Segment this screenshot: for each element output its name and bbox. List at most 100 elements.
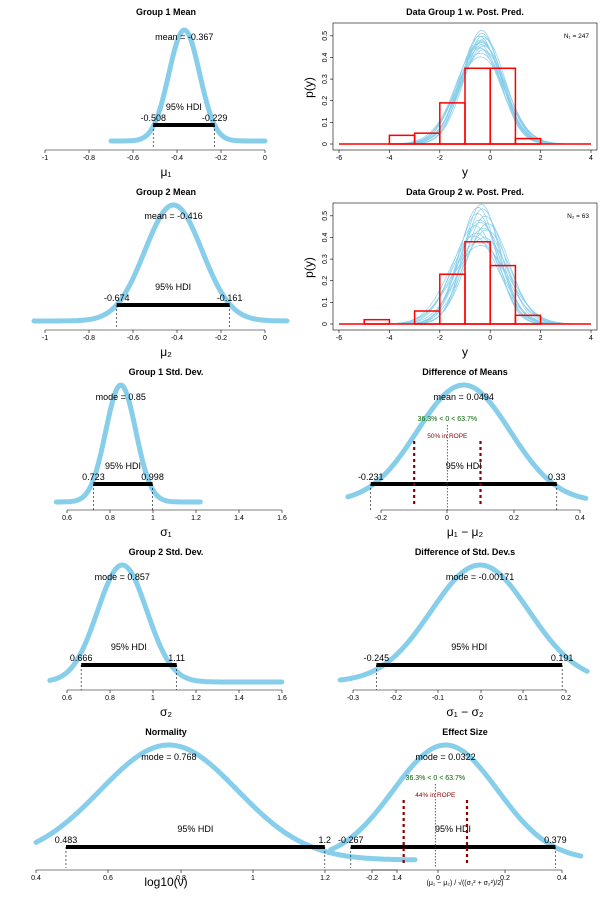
x-axis-label: σ₂: [160, 705, 172, 719]
panel-g2-mean: -1 -0.8 -0.6 -0.4 -0.2 0 Group 2 Mean μ₂ mean = …: [31, 187, 290, 359]
hdi-label: 95% HDI: [105, 461, 141, 471]
x-tick-label: 1.2: [191, 515, 201, 522]
central-tendency-label: mean = 0.0494: [434, 392, 494, 402]
x-axis-label: μ₁ − μ₂: [447, 525, 484, 539]
x-tick-label: -0.2: [375, 515, 387, 522]
x-axis-label: σ₁ − σ₂: [446, 705, 484, 719]
x-tick-label: 0: [263, 335, 267, 342]
hdi-low-label: 0.483: [55, 835, 78, 845]
x-tick-label: 1.6: [277, 515, 287, 522]
x-tick-label: 0: [445, 515, 449, 522]
x-axis-label: (μ₁ − μ₂) / √((σ₁² + σ₂²)/2): [427, 879, 504, 887]
plot-frame: [332, 22, 598, 151]
histogram-bar: [464, 67, 491, 145]
histogram-bar: [363, 318, 391, 325]
central-tendency-label: mean = -0.416: [144, 211, 202, 221]
hdi-low-label: 0.723: [82, 472, 105, 482]
y-tick-label: 0.3: [322, 74, 329, 84]
x-tick-label: 0: [479, 695, 483, 702]
x-tick-label: -6: [336, 335, 342, 342]
central-tendency-label: mean = -0.367: [155, 32, 213, 42]
x-tick-label: 1.6: [277, 695, 287, 702]
y-tick-label: 0.2: [322, 96, 329, 106]
x-tick-label: 0.8: [105, 515, 115, 522]
panel-diff-sd: -0.3 -0.2 -0.1 0 0.1 0.2 Difference of Std. De…: [337, 547, 590, 719]
hdi-label: 95% HDI: [166, 102, 202, 112]
panel-title: Effect Size: [442, 727, 488, 737]
x-tick-label: -0.2: [215, 335, 227, 342]
x-axis-label: μ₁: [161, 165, 172, 179]
central-tendency-label: mode = 0.0322: [415, 752, 475, 762]
panel-effect-size: -0.2 0 0.2 0.4 Effect Size (μ₁ − μ₂) / √((σ₁²…: [328, 727, 584, 887]
posterior-density-curve: [47, 562, 285, 685]
hdi-low-label: -0.231: [358, 472, 384, 482]
y-tick-label: 0.1: [322, 117, 329, 127]
x-tick-label: 0.2: [500, 875, 510, 882]
x-axis-label: σ₁: [160, 525, 171, 539]
x-tick-label: -4: [386, 335, 392, 342]
hdi-low-label: 0.666: [70, 653, 93, 663]
panel-title: Difference of Means: [422, 367, 508, 377]
x-tick-label: -2: [437, 155, 443, 162]
hdi-label: 95% HDI: [446, 461, 482, 471]
x-tick-label: 0.2: [561, 695, 571, 702]
panel-diff-means: -0.2 0 0.2 0.4 Difference of Means μ₁ − μ₂ mea…: [345, 367, 589, 539]
x-tick-label: -0.4: [171, 335, 183, 342]
hdi-label: 95% HDI: [111, 642, 147, 652]
panel-g1-pp: -6 -4 -2 0 2 4 0 0.1 0.2 0.3 0.4 0.5 Data Group 1 w.…: [302, 7, 598, 179]
x-tick-label: 0.4: [575, 515, 585, 522]
x-tick-label: 2: [539, 335, 543, 342]
hdi-low-label: -0.674: [104, 293, 130, 303]
x-tick-label: 0.6: [103, 875, 113, 882]
panel-g1-mean: -1 -0.8 -0.6 -0.4 -0.2 0 Group 1 Mean μ₁ mean = …: [42, 7, 268, 179]
x-tick-label: -0.8: [83, 155, 95, 162]
y-tick-label: 0.5: [322, 31, 329, 41]
x-tick-label: -0.2: [390, 695, 402, 702]
y-tick-label: 0.5: [322, 211, 329, 221]
y-axis-label: p(y): [302, 257, 316, 278]
histogram-bar: [514, 137, 542, 145]
hdi-high-label: -0.161: [217, 293, 243, 303]
x-tick-label: -2: [437, 335, 443, 342]
posterior-density-curve: [53, 382, 203, 505]
x-tick-label: -0.6: [127, 155, 139, 162]
x-tick-label: 2: [539, 155, 543, 162]
x-tick-label: 0: [263, 155, 267, 162]
central-tendency-label: mode = 0.85: [96, 392, 146, 402]
panel-g2-sd: 0.6 0.8 1 1.2 1.4 1.6 Group 2 Std. Dev. σ₂ mode …: [47, 547, 287, 719]
x-tick-label: 0.2: [509, 515, 519, 522]
x-tick-label: 1.2: [191, 695, 201, 702]
x-tick-label: 4: [589, 335, 593, 342]
x-tick-label: -0.4: [171, 155, 183, 162]
central-tendency-label: mode = 0.768: [141, 752, 196, 762]
x-tick-label: 0.4: [31, 875, 41, 882]
panel-title: Group 2 Std. Dev.: [129, 547, 204, 557]
hdi-label: 95% HDI: [435, 824, 471, 834]
posterior-density-curve: [345, 382, 589, 501]
x-tick-label: 1.2: [320, 875, 330, 882]
y-tick-label: 0.1: [322, 297, 329, 307]
panel-g2-pp: -6 -4 -2 0 2 4 0 0.1 0.2 0.3 0.4 0.5 Data Group 2 w.…: [302, 187, 598, 359]
sample-size-label: N₂ = 63: [567, 213, 589, 220]
posterior-density-curve: [33, 742, 418, 863]
panel-g1-sd: 0.6 0.8 1 1.2 1.4 1.6 Group 1 Std. Dev. σ₁ mode …: [53, 367, 287, 539]
x-tick-label: -0.6: [127, 335, 139, 342]
y-axis-label: p(y): [302, 77, 316, 98]
x-tick-label: 0.8: [105, 695, 115, 702]
sample-size-label: N₁ = 247: [564, 33, 590, 40]
hdi-high-label: 1.11: [168, 653, 185, 663]
hdi-high-label: 0.379: [544, 835, 567, 845]
x-tick-label: -0.8: [83, 335, 95, 342]
x-tick-label: 0.6: [62, 695, 72, 702]
x-tick-label: -0.1: [432, 695, 444, 702]
x-tick-label: 1.4: [392, 875, 402, 882]
hdi-label: 95% HDI: [451, 642, 487, 652]
hdi-low-label: -0.245: [364, 653, 390, 663]
y-tick-label: 0.4: [322, 52, 329, 62]
comparison-label: 36.3% < 0 < 63.7%: [418, 416, 478, 423]
x-tick-label: -1: [42, 155, 48, 162]
histogram-bar: [489, 264, 517, 325]
x-tick-label: 1: [151, 515, 155, 522]
panel-normality: 0.4 0.6 0.8 1 1.2 1.4 Normality log10(ν) mode = …: [31, 727, 418, 889]
